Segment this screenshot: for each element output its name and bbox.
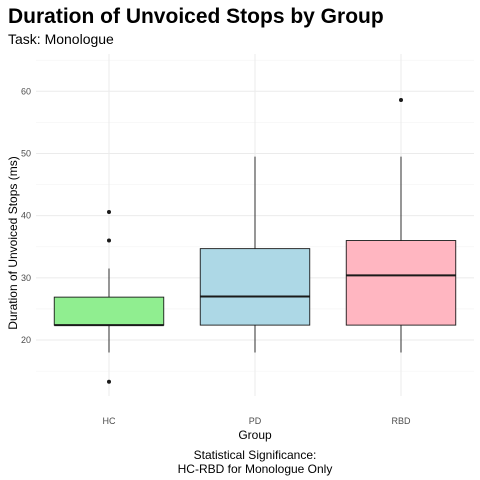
box	[199, 248, 311, 326]
box	[53, 296, 165, 326]
x-tick-label: HC	[103, 416, 116, 426]
y-tick-label: 20	[21, 335, 31, 345]
chart-subtitle: Task: Monologue	[8, 31, 114, 47]
y-tick-label: 50	[21, 148, 31, 158]
outlier-point	[107, 209, 111, 214]
outlier-point	[399, 98, 403, 103]
outlier-point	[107, 379, 111, 384]
x-tick-labels: HC PD RBD	[103, 416, 411, 426]
y-tick-label: 30	[21, 273, 31, 283]
x-tick-label: RBD	[391, 416, 411, 426]
boxplots	[53, 98, 457, 384]
chart-title: Duration of Unvoiced Stops by Group	[8, 5, 384, 28]
x-axis-title: Group	[238, 428, 272, 442]
caption-line-2: HC-RBD for Monologue Only	[178, 462, 333, 476]
y-tick-label: 40	[21, 211, 31, 221]
caption-line-1: Statistical Significance:	[194, 448, 317, 462]
x-tick-label: PD	[249, 416, 262, 426]
y-tick-label: 60	[21, 86, 31, 96]
y-axis-title: Duration of Unvoiced Stops (ms)	[6, 156, 20, 329]
boxplot-rbd	[345, 98, 457, 353]
y-tick-labels: 20 30 40 50 60	[21, 86, 31, 345]
boxplot-hc	[53, 209, 165, 384]
box	[345, 240, 457, 326]
boxplot-pd	[199, 156, 311, 353]
outlier-point	[107, 238, 111, 243]
